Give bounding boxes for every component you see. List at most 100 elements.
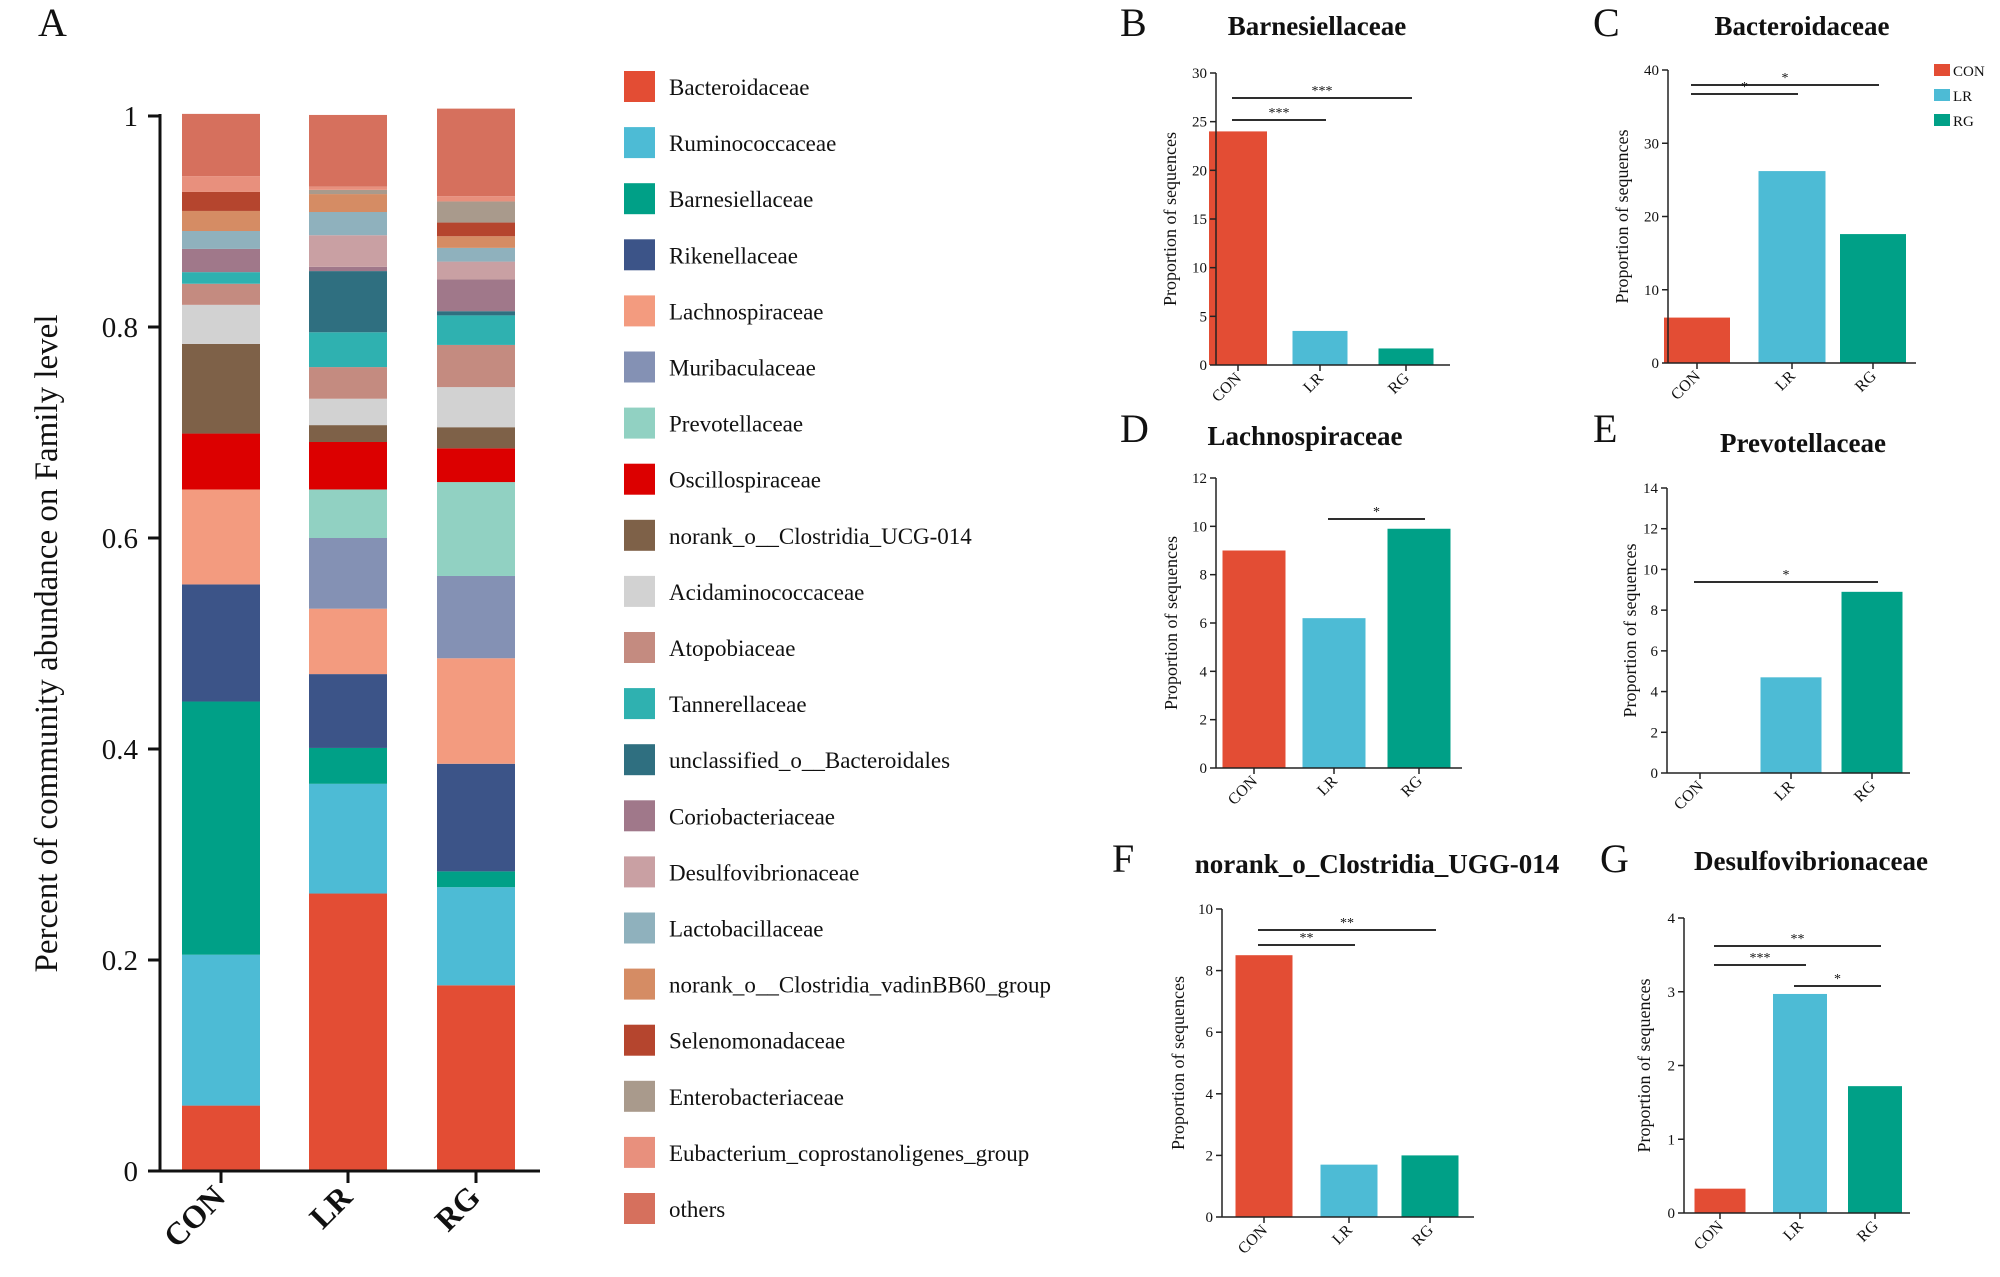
bar-segment-rg-atopobiaceae [437, 344, 515, 388]
panel-a-y-tick-label: 0 [124, 1156, 139, 1188]
panel-g-y-tick-label: 1 [1668, 1132, 1676, 1148]
bar-segment-rg-unclassified-o-bacteroidales [437, 311, 515, 316]
legend-item: norank_o__Clostridia_vadinBB60_group [624, 968, 1051, 1000]
bar-segment-lr-enterobacteriaceae [309, 189, 387, 195]
panel-b-bar-con [1209, 131, 1267, 365]
panel-b-y-tick-label: 20 [1192, 163, 1207, 179]
legend-item: Bacteroidaceae [624, 71, 809, 102]
panel-d-y-tick-label: 0 [1200, 761, 1208, 777]
panel-b-significance-label: *** [1312, 84, 1333, 99]
legend-item: Selenomonadaceae [624, 1024, 845, 1056]
panel-f-y-tick-label: 4 [1206, 1087, 1214, 1103]
bar-segment-con-coriobacteriaceae [182, 248, 260, 273]
panel-a-legend: Bacteroidaceae Ruminococcaceae Barnesiella… [624, 71, 1051, 1224]
legend-label: norank_o__Clostridia_UCG-014 [669, 524, 972, 549]
bar-segment-lr-norank-o-clostridia-ucg-014 [309, 425, 387, 442]
panel-b-y-axis-label: Proportion of sequences [1160, 132, 1180, 306]
panel-e-letter: E [1593, 406, 1617, 451]
panel-g-significance-label: ** [1791, 932, 1805, 947]
panel-c-legend-label: RG [1953, 114, 1974, 130]
bar-segment-con-eubacterium-coprostanoligenes-group [182, 176, 260, 192]
panel-g-y-tick-label: 3 [1668, 985, 1676, 1001]
panel-g-y-tick-label: 0 [1668, 1206, 1676, 1222]
legend-item: Ruminococcaceae [624, 127, 836, 159]
panel-c-y-tick-label: 0 [1652, 356, 1660, 372]
panel-d-y-tick-label: 4 [1200, 664, 1208, 680]
panel-d-y-tick-label: 6 [1200, 616, 1208, 632]
panel-b-bar-rg [1378, 348, 1434, 365]
bar-segment-lr-lactobacillaceae [309, 212, 387, 236]
panel-b-significance-label: *** [1269, 106, 1290, 121]
bar-segment-rg-lactobacillaceae [437, 247, 515, 262]
panel-g-bar-con [1694, 1188, 1746, 1213]
bar-segment-rg-norank-o-clostridia-ucg-014 [437, 427, 515, 449]
bar-segment-rg-muribaculaceae [437, 575, 515, 659]
bar-segment-con-norank-o-clostridia-vadinbb60-group [182, 210, 260, 231]
bar-segment-con-barnesiellaceae [182, 701, 260, 955]
bar-segment-lr-prevotellaceae [309, 489, 387, 538]
bar-segment-rg-selenomonadaceae [437, 222, 515, 237]
bar-segment-con-ruminococcaceae [182, 954, 260, 1106]
legend-label: Prevotellaceae [669, 412, 803, 437]
bar-segment-con-rikenellaceae [182, 584, 260, 702]
panel-c-legend-swatch [1934, 64, 1950, 76]
legend-item: norank_o__Clostridia_UCG-014 [624, 519, 972, 551]
panel-b-bar-lr [1292, 330, 1348, 365]
legend-label: norank_o__Clostridia_vadinBB60_group [669, 973, 1051, 998]
legend-swatch [624, 183, 655, 215]
bar-segment-lr-desulfovibrionaceae [309, 235, 387, 267]
bar-segment-rg-eubacterium-coprostanoligenes-group [437, 196, 515, 202]
bar-segment-rg-coriobacteriaceae [437, 279, 515, 312]
bar-segment-rg-tannerellaceae [437, 315, 515, 345]
panel-f-letter: F [1112, 836, 1134, 881]
panel-d-bar-rg [1387, 528, 1451, 768]
panel-e-y-tick-label: 14 [1643, 481, 1659, 497]
bar-segment-con-norank-o-clostridia-ucg-014 [182, 343, 260, 434]
bar-segment-con-selenomonadaceae [182, 191, 260, 211]
panel-c-letter: C [1593, 0, 1620, 45]
legend-swatch [624, 968, 655, 1000]
panel-c-y-tick-label: 30 [1644, 136, 1659, 152]
legend-label: Bacteroidaceae [669, 75, 809, 100]
legend-swatch [624, 127, 655, 159]
legend-swatch [624, 71, 655, 102]
panel-f-y-tick-label: 6 [1206, 1025, 1214, 1041]
bar-segment-lr-muribaculaceae [309, 538, 387, 609]
legend-label: Atopobiaceae [669, 636, 795, 661]
legend-item: Muribaculaceae [624, 351, 816, 383]
panel-f-significance-label: ** [1340, 916, 1354, 931]
panel-b-y-tick-label: 0 [1200, 358, 1208, 374]
bar-segment-lr-atopobiaceae [309, 367, 387, 399]
legend-swatch [624, 800, 655, 832]
bar-segment-rg-others [437, 108, 515, 197]
panel-g-significance-label: *** [1750, 951, 1771, 966]
panel-d-letter: D [1120, 406, 1149, 451]
panel-f-y-tick-label: 2 [1206, 1148, 1214, 1164]
legend-item: Tannerellaceae [624, 688, 807, 720]
panel-e-bar-rg [1841, 591, 1903, 773]
bar-segment-lr-coriobacteriaceae [309, 266, 387, 272]
panel-a-y-tick-label: 1 [124, 101, 139, 133]
legend-item: Rikenellaceae [624, 239, 798, 271]
bar-segment-rg-desulfovibrionaceae [437, 261, 515, 280]
legend-item: Lactobacillaceae [624, 912, 824, 944]
panel-b-y-tick-label: 15 [1192, 212, 1207, 228]
bar-segment-con-others [182, 113, 260, 177]
panel-b-y-tick-label: 10 [1192, 261, 1207, 277]
panel-a-y-tick-label: 0.2 [102, 945, 138, 977]
bar-segment-lr-lachnospiraceae [309, 608, 387, 675]
bar-segment-rg-lachnospiraceae [437, 658, 515, 764]
legend-label: Ruminococcaceae [669, 131, 836, 156]
bar-segment-rg-enterobacteriaceae [437, 201, 515, 223]
legend-item: Barnesiellaceae [624, 183, 813, 215]
panel-e-y-tick-label: 2 [1651, 725, 1659, 741]
panel-c-legend-swatch [1934, 114, 1950, 126]
legend-label: Selenomonadaceae [669, 1029, 845, 1054]
legend-swatch [624, 744, 655, 776]
bar-segment-lr-barnesiellaceae [309, 747, 387, 784]
bar-segment-rg-prevotellaceae [437, 482, 515, 576]
legend-item: Acidaminococcaceae [624, 575, 864, 607]
